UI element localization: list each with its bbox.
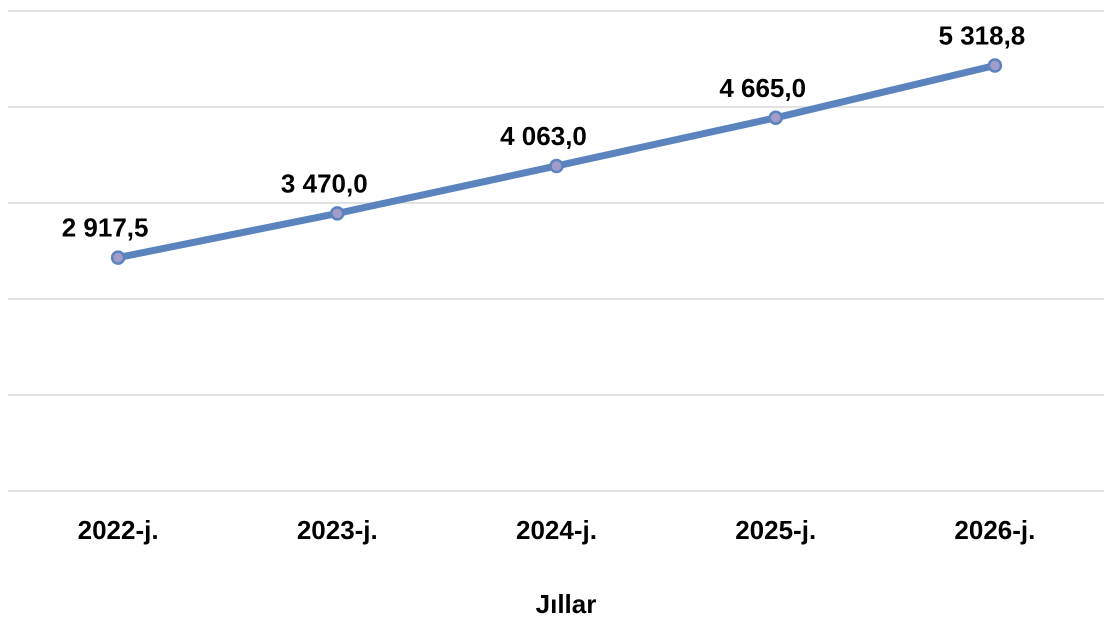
data-point (110, 250, 126, 265)
data-points (110, 58, 1003, 265)
data-label: 5 318,8 (939, 20, 1026, 50)
data-label: 3 470,0 (281, 168, 368, 198)
x-tick-label: 2022-j. (78, 515, 159, 545)
x-axis-title: Jıllar (536, 589, 597, 619)
data-point (768, 110, 783, 126)
data-label: 4 665,0 (719, 73, 806, 103)
gridlines (8, 10, 1104, 492)
x-tick-label: 2024-j. (516, 515, 597, 545)
x-tick-label: 2026-j. (954, 515, 1035, 545)
data-point (549, 158, 564, 174)
data-point (987, 58, 1003, 73)
x-tick-labels: 2022-j. 2023-j. 2024-j. 2025-j. 2026-j. (78, 515, 1036, 545)
data-point (330, 206, 345, 221)
data-label: 4 063,0 (500, 121, 587, 151)
data-labels: 2 917,5 3 470,0 4 063,0 4 665,0 5 318,8 (62, 20, 1026, 242)
x-tick-label: 2025-j. (735, 515, 816, 545)
x-tick-label: 2023-j. (297, 515, 378, 545)
data-label: 2 917,5 (62, 213, 149, 243)
